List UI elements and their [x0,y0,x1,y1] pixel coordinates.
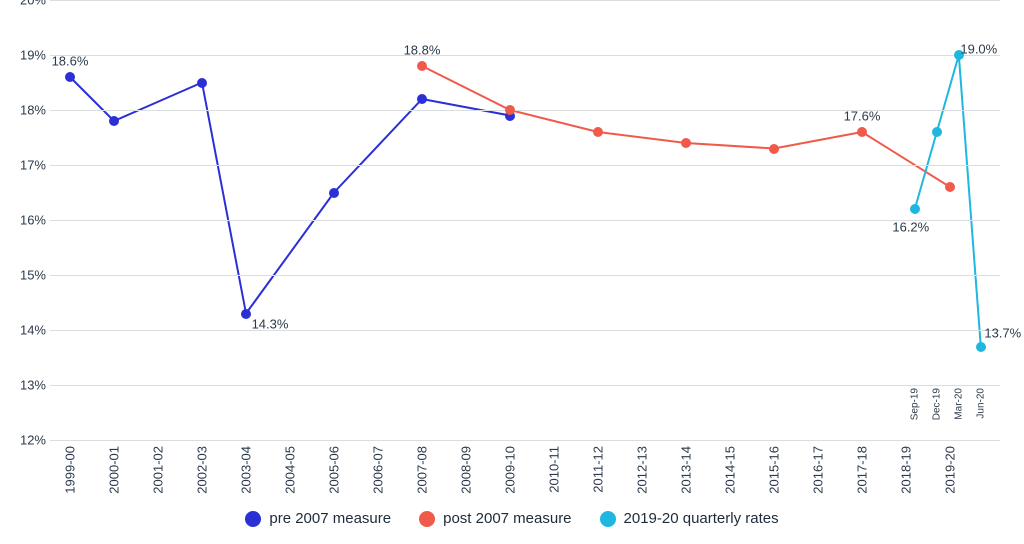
data-point-label: 13.7% [984,325,1021,340]
y-tick-label: 17% [6,158,46,173]
x-tick-label: 2017-18 [855,446,870,494]
x-tick-label: 2008-09 [459,446,474,494]
x-tick-label: 2002-03 [195,446,210,494]
quarterly-tick-label: Mar-20 [953,388,964,420]
data-point-post2007 [593,127,603,137]
x-tick-label: 2005-06 [327,446,342,494]
series-line-quarterly [915,55,981,347]
data-point-label: 19.0% [960,42,997,57]
legend-label: pre 2007 measure [269,510,391,527]
y-tick-label: 16% [6,213,46,228]
x-tick-label: 2012-13 [635,446,650,494]
data-point-post2007 [857,127,867,137]
legend-dot [419,511,435,527]
y-tick-label: 12% [6,433,46,448]
y-tick-label: 13% [6,378,46,393]
data-point-pre2007 [65,72,75,82]
quarterly-tick-label: Jun-20 [975,388,986,419]
x-tick-label: 2009-10 [503,446,518,494]
data-point-label: 18.8% [404,43,441,58]
series-line-post2007 [422,66,950,187]
data-point-post2007 [945,182,955,192]
x-tick-label: 2000-01 [107,446,122,494]
data-point-pre2007 [329,188,339,198]
x-tick-label: 2018-19 [899,446,914,494]
y-tick-label: 20% [6,0,46,8]
y-tick-label: 15% [6,268,46,283]
x-tick-label: 1999-00 [63,446,78,494]
gridline [50,220,1000,221]
data-point-quarterly [932,127,942,137]
plot-area: 18.6%14.3%18.8%17.6%16.2%19.0%13.7% [50,0,1000,440]
data-point-pre2007 [241,309,251,319]
data-point-label: 18.6% [52,54,89,69]
data-point-post2007 [505,105,515,115]
gridline [50,55,1000,56]
gridline [50,440,1000,441]
x-tick-label: 2011-12 [591,446,606,493]
data-point-pre2007 [417,94,427,104]
data-point-post2007 [417,61,427,71]
rate-chart: 18.6% 14.3% 18.8% 17.6% 16.2% 19.0% 13.7% pre … [0,0,1024,544]
data-point-label: 16.2% [892,220,929,235]
x-tick-label: 2014-15 [723,446,738,494]
y-tick-label: 18% [6,103,46,118]
x-tick-label: 2016-17 [811,446,826,494]
series-line-pre2007 [70,77,510,314]
data-point-label: 17.6% [844,109,881,124]
quarterly-tick-label: Dec-19 [931,388,942,420]
gridline [50,330,1000,331]
data-point-pre2007 [109,116,119,126]
y-tick-label: 14% [6,323,46,338]
legend-item-quarterly: 2019-20 quarterly rates [600,510,779,527]
x-tick-label: 2013-14 [679,446,694,494]
x-tick-label: 2004-05 [283,446,298,494]
x-tick-label: 2001-02 [151,446,166,494]
x-tick-label: 2015-16 [767,446,782,494]
legend-dot [600,511,616,527]
x-tick-label: 2010-11 [547,446,562,493]
legend-dot [245,511,261,527]
legend-label: post 2007 measure [443,510,571,527]
data-point-post2007 [681,138,691,148]
x-tick-label: 2019-20 [943,446,958,494]
legend-item-pre2007: pre 2007 measure [245,510,391,527]
gridline [50,165,1000,166]
data-point-label: 14.3% [252,316,289,331]
gridline [50,275,1000,276]
legend: pre 2007 measure post 2007 measure 2019-20… [0,510,1024,527]
data-point-quarterly [976,342,986,352]
x-tick-label: 2006-07 [371,446,386,494]
data-point-post2007 [769,144,779,154]
y-tick-label: 19% [6,48,46,63]
x-tick-label: 2007-08 [415,446,430,494]
quarterly-tick-label: Sep-19 [909,388,920,420]
legend-item-post2007: post 2007 measure [419,510,571,527]
legend-label: 2019-20 quarterly rates [624,510,779,527]
gridline [50,385,1000,386]
gridline [50,0,1000,1]
x-tick-label: 2003-04 [239,446,254,494]
data-point-pre2007 [197,78,207,88]
data-point-quarterly [910,204,920,214]
